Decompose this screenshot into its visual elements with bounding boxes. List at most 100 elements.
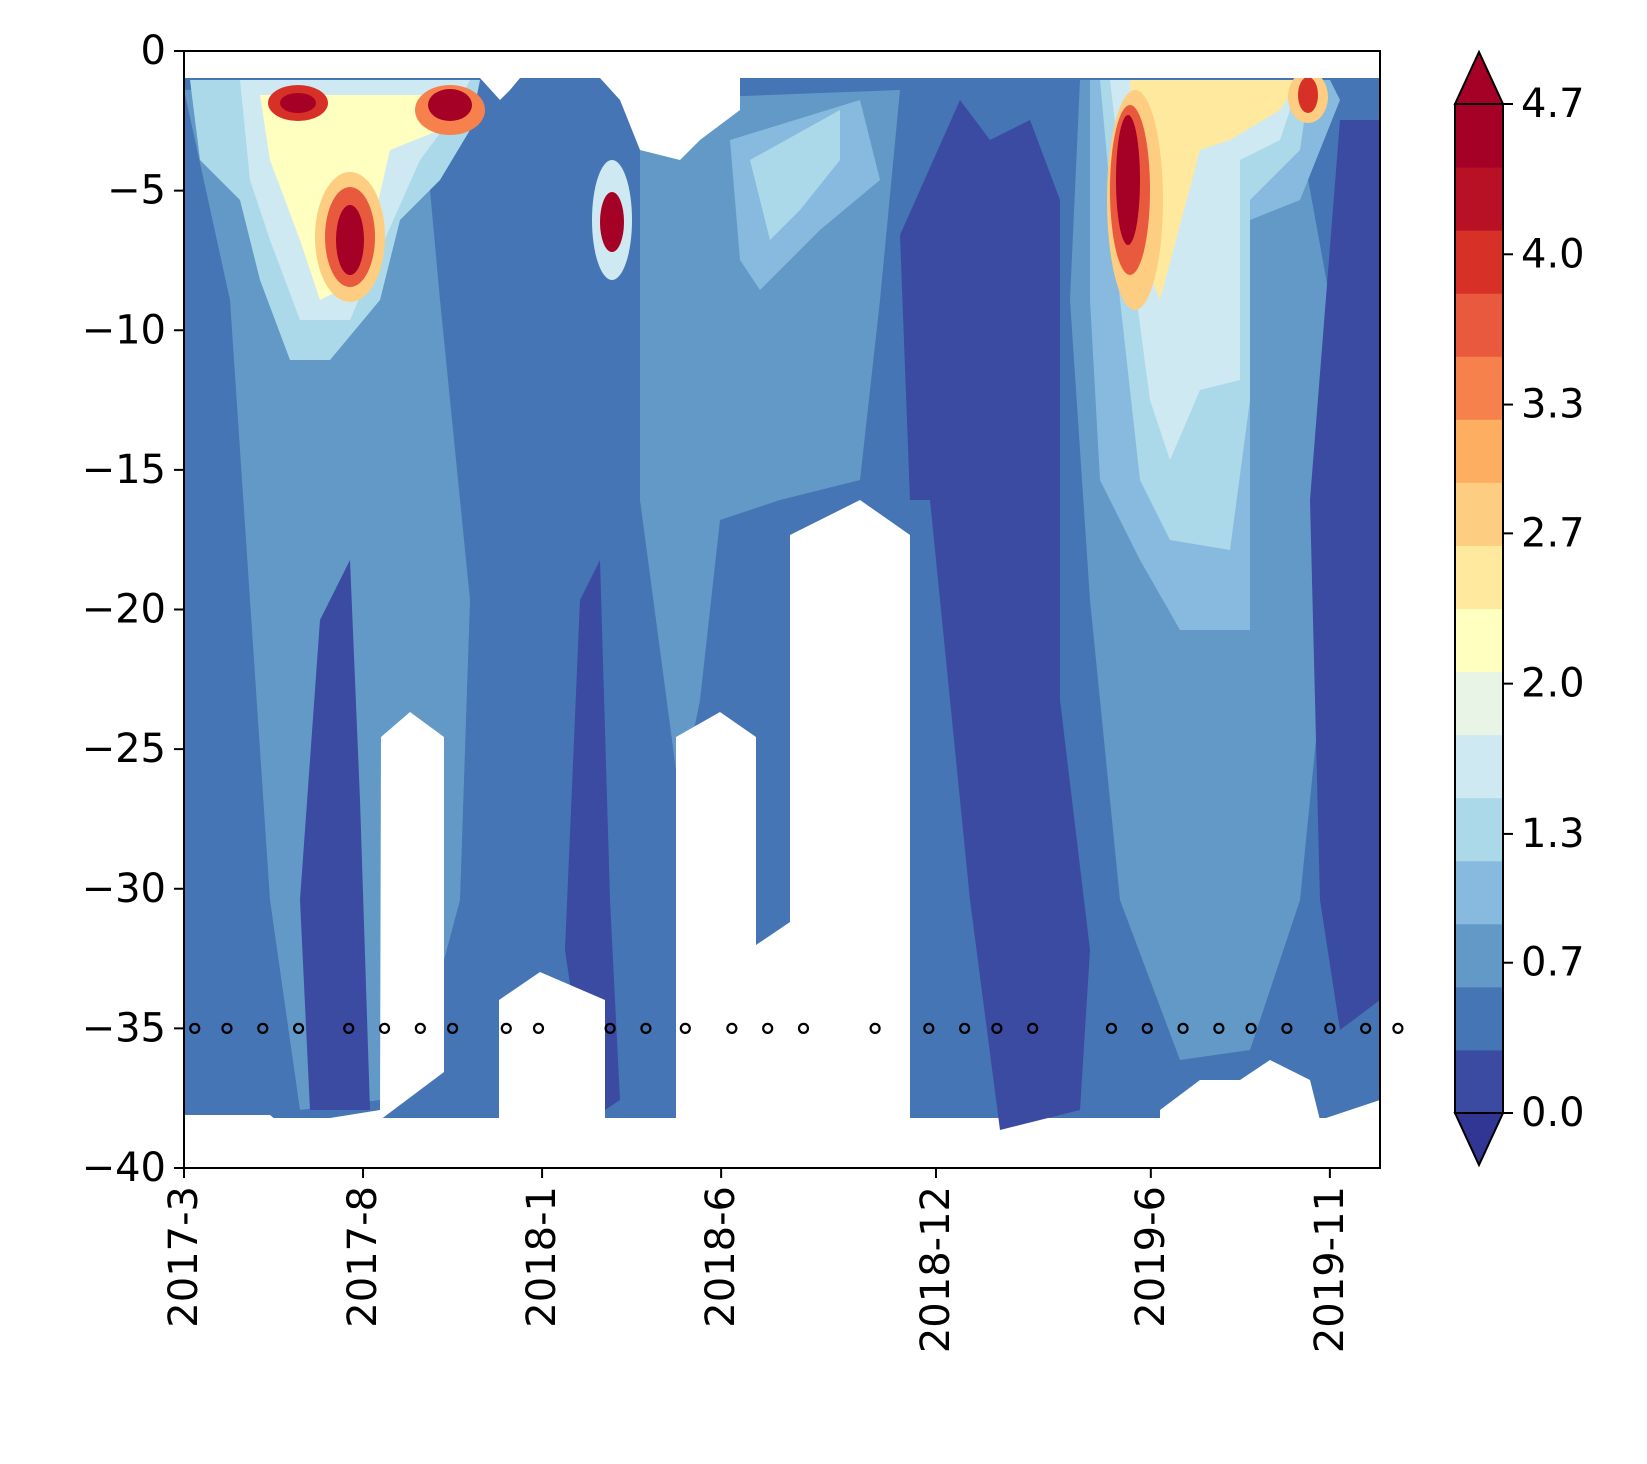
sample-marker — [221, 1022, 233, 1034]
colorbar-frame — [1454, 103, 1504, 1114]
sample-marker — [1324, 1022, 1336, 1034]
sample-marker — [343, 1022, 355, 1034]
sample-marker — [189, 1022, 201, 1034]
no-data-region — [184, 51, 1380, 78]
y-tick-label: −20 — [82, 587, 166, 633]
contour-zone-pale — [750, 110, 840, 240]
colorbar-segment — [1455, 923, 1503, 988]
y-tick-label: −40 — [82, 1145, 166, 1191]
colorbar-min-extend — [1453, 1112, 1505, 1168]
colorbar-tick-label: 1.3 — [1521, 811, 1585, 857]
colorbar-max-extend — [1453, 49, 1505, 105]
colorbar-segment — [1455, 608, 1503, 673]
sample-marker — [500, 1022, 512, 1034]
no-data-region — [499, 972, 605, 1168]
sample-marker — [726, 1022, 738, 1034]
colorbar-tick-label: 0.7 — [1521, 940, 1585, 986]
colorbar-tick-label: 4.0 — [1521, 231, 1585, 277]
colorbar-tick-label: 0.0 — [1521, 1090, 1585, 1136]
sample-marker — [446, 1022, 459, 1034]
no-data-region — [380, 712, 444, 1120]
colorbar-segment — [1455, 797, 1503, 862]
contour-zone-light — [640, 90, 900, 800]
sample-marker — [1392, 1022, 1404, 1034]
sample-marker — [378, 1022, 391, 1034]
y-axis: 0 −5 −10 −15 −20 −25 −30 −35 −40 — [82, 28, 184, 1191]
contour-zone-dark — [565, 560, 620, 1120]
colorbar-segment — [1455, 356, 1503, 420]
colorbar-segment — [1455, 104, 1503, 168]
no-data-region — [910, 1140, 1000, 1168]
contour-zone-dark — [300, 560, 370, 1110]
x-tick-label: 2018-6 — [698, 1186, 744, 1328]
x-tick-label: 2019-11 — [1307, 1186, 1353, 1353]
sample-marker — [292, 1022, 305, 1034]
colorbar-segment — [1455, 986, 1503, 1051]
colorbar-segment — [1455, 482, 1503, 546]
x-tick-label: 2019-6 — [1128, 1186, 1174, 1328]
no-data-region — [480, 78, 520, 100]
sample-marker — [604, 1022, 616, 1034]
colorbar-segment — [1455, 293, 1503, 357]
x-tick-label: 2017-3 — [161, 1186, 207, 1328]
no-data-region — [600, 78, 740, 160]
y-tick-label: 0 — [141, 28, 166, 74]
contour-hotspot — [1298, 77, 1318, 113]
colorbar-segment — [1455, 545, 1503, 609]
contour-hotspot — [600, 192, 624, 252]
contour-zone-dark — [900, 100, 1090, 1130]
sample-marker — [679, 1022, 691, 1034]
sample-marker — [1027, 1022, 1039, 1034]
sample-marker — [959, 1022, 971, 1034]
no-data-region — [184, 1110, 380, 1168]
x-axis: 2017-3 2017-8 2018-1 2018-6 2018-12 2019-6 201… — [161, 1168, 1353, 1353]
sample-marker — [414, 1022, 426, 1034]
colorbar-segment — [1455, 230, 1503, 294]
contour-zone-dark — [1310, 120, 1380, 1030]
sample-marker — [797, 1022, 810, 1034]
colorbar-segment — [1455, 167, 1503, 231]
colorbar-segment — [1455, 671, 1503, 736]
sample-marker — [869, 1022, 881, 1034]
sample-marker — [640, 1022, 652, 1034]
sample-marker — [1245, 1022, 1257, 1034]
no-data-region — [1160, 1060, 1380, 1168]
sample-marker — [991, 1022, 1003, 1034]
x-tick-label: 2018-1 — [519, 1186, 565, 1328]
colorbar-segment — [1455, 419, 1503, 483]
y-tick-label: −25 — [82, 726, 166, 772]
sample-marker — [762, 1022, 774, 1034]
y-tick-label: −30 — [82, 866, 166, 912]
y-tick-label: −35 — [82, 1005, 166, 1051]
sample-marker — [1360, 1022, 1372, 1034]
contour-hotspot — [336, 205, 364, 275]
contour-hotspot — [280, 93, 316, 113]
contour-zone-warm — [1130, 80, 1300, 300]
x-tick-label: 2018-12 — [913, 1186, 959, 1353]
contour-hotspot — [428, 89, 472, 121]
sample-marker — [1213, 1022, 1225, 1034]
x-tick-label: 2017-8 — [340, 1186, 386, 1328]
sample-marker — [923, 1022, 935, 1034]
sample-marker — [1281, 1022, 1293, 1034]
colorbar-segment — [1455, 734, 1503, 799]
sample-marker — [1177, 1022, 1189, 1034]
sample-markers — [189, 1022, 1404, 1034]
colorbar-tick-label: 3.3 — [1521, 382, 1585, 428]
y-tick-label: −5 — [107, 168, 166, 214]
colorbar-segment — [1455, 860, 1503, 925]
colorbar-tick-label: 2.7 — [1521, 510, 1585, 556]
y-tick-label: −10 — [82, 307, 166, 353]
no-data-region — [444, 1120, 499, 1168]
y-tick-label: −15 — [82, 447, 166, 493]
colorbar: 0.0 0.7 1.3 2.0 2.7 3.3 4.0 4.7 — [1453, 49, 1585, 1168]
sample-marker — [532, 1022, 545, 1034]
sample-marker — [1105, 1022, 1118, 1034]
contour-hotspot — [1116, 115, 1140, 245]
no-data-region — [676, 500, 910, 1168]
colorbar-tick-label: 4.7 — [1521, 81, 1585, 127]
sample-marker — [1141, 1022, 1153, 1034]
colorbar-segment — [1455, 1049, 1503, 1114]
contour-fill — [184, 51, 1380, 1168]
